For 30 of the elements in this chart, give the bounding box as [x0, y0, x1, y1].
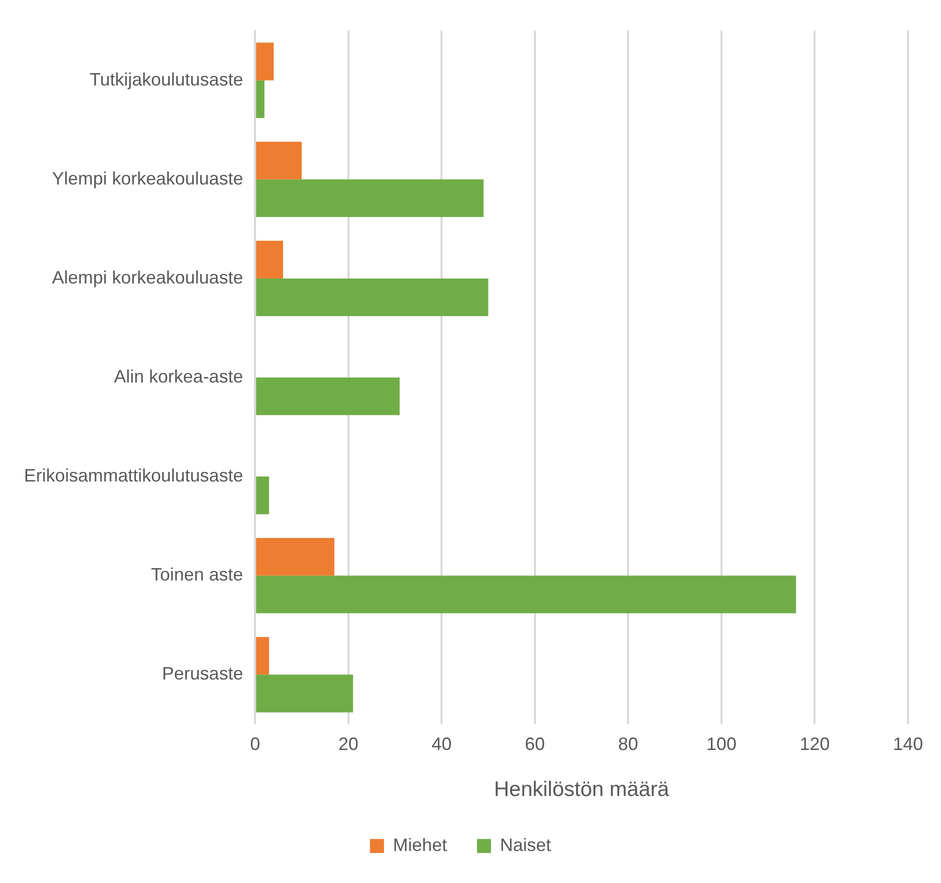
bar	[256, 278, 488, 316]
bar	[256, 42, 274, 80]
bar	[256, 80, 264, 118]
y-tick-label: Tutkijakoulutusaste	[90, 69, 244, 90]
legend-label: Naiset	[500, 834, 552, 855]
x-tick-label: 20	[338, 734, 358, 754]
y-tick-label: Erikoisammattikoulutusaste	[24, 466, 244, 486]
bar	[256, 576, 796, 614]
bar	[256, 637, 270, 675]
x-tick-label: 0	[250, 734, 260, 754]
bar	[256, 674, 354, 712]
bar	[256, 378, 400, 416]
y-tick-label: Perusaste	[162, 664, 244, 684]
x-tick-label: 140	[892, 734, 924, 754]
x-tick-label: 120	[800, 734, 830, 754]
x-tick-label: 80	[618, 734, 638, 754]
x-tick-label: 100	[706, 734, 736, 754]
y-tick-label: Ylempi korkeakouluaste	[52, 168, 244, 188]
y-tick-label: Alempi korkeakouluaste	[52, 267, 244, 288]
y-tick-label: Alin korkea-aste	[114, 366, 244, 386]
x-tick-label: 60	[524, 734, 545, 754]
bar	[256, 476, 270, 514]
bar	[256, 240, 284, 278]
bar	[256, 142, 302, 180]
y-tick-label: Toinen aste	[151, 564, 244, 585]
legend-label: Miehet	[392, 834, 448, 855]
bar	[256, 179, 484, 218]
x-tick-label: 40	[432, 734, 452, 754]
bar	[256, 538, 334, 576]
x-axis-title: Henkilöstön määrä	[494, 778, 670, 802]
